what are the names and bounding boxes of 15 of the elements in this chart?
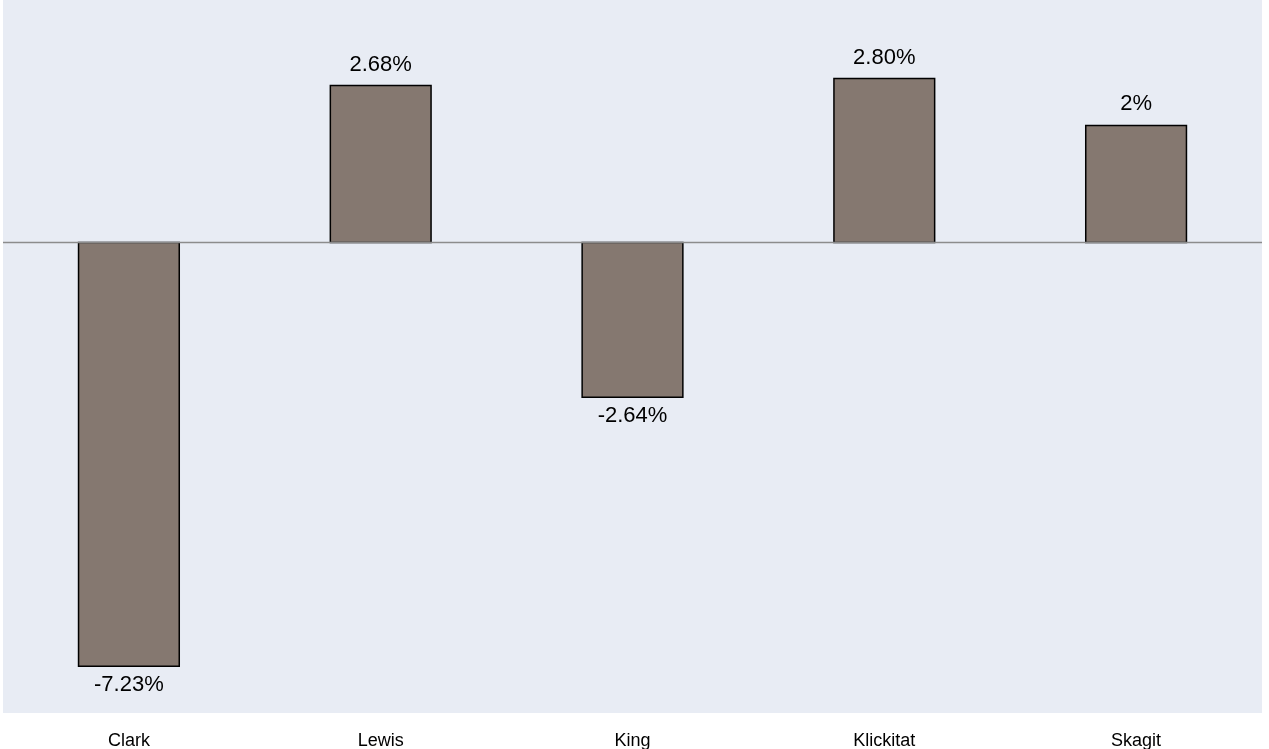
bar	[1084, 124, 1188, 244]
data-label: 2.68%	[349, 50, 412, 76]
data-label: -2.64%	[597, 402, 668, 428]
data-label: 2%	[1120, 90, 1152, 116]
bar	[77, 241, 181, 667]
x-tick-label: Klickitat	[853, 729, 916, 749]
x-tick-label: Skagit	[1111, 729, 1162, 749]
data-label: -7.23%	[94, 671, 164, 697]
x-tick-label: Clark	[107, 729, 151, 749]
bar	[833, 77, 936, 244]
bar	[581, 241, 684, 398]
bar	[329, 84, 432, 244]
x-tick-label: Lewis	[357, 729, 404, 749]
data-label: 2.80%	[853, 43, 916, 69]
x-tick-label: King	[614, 729, 651, 749]
